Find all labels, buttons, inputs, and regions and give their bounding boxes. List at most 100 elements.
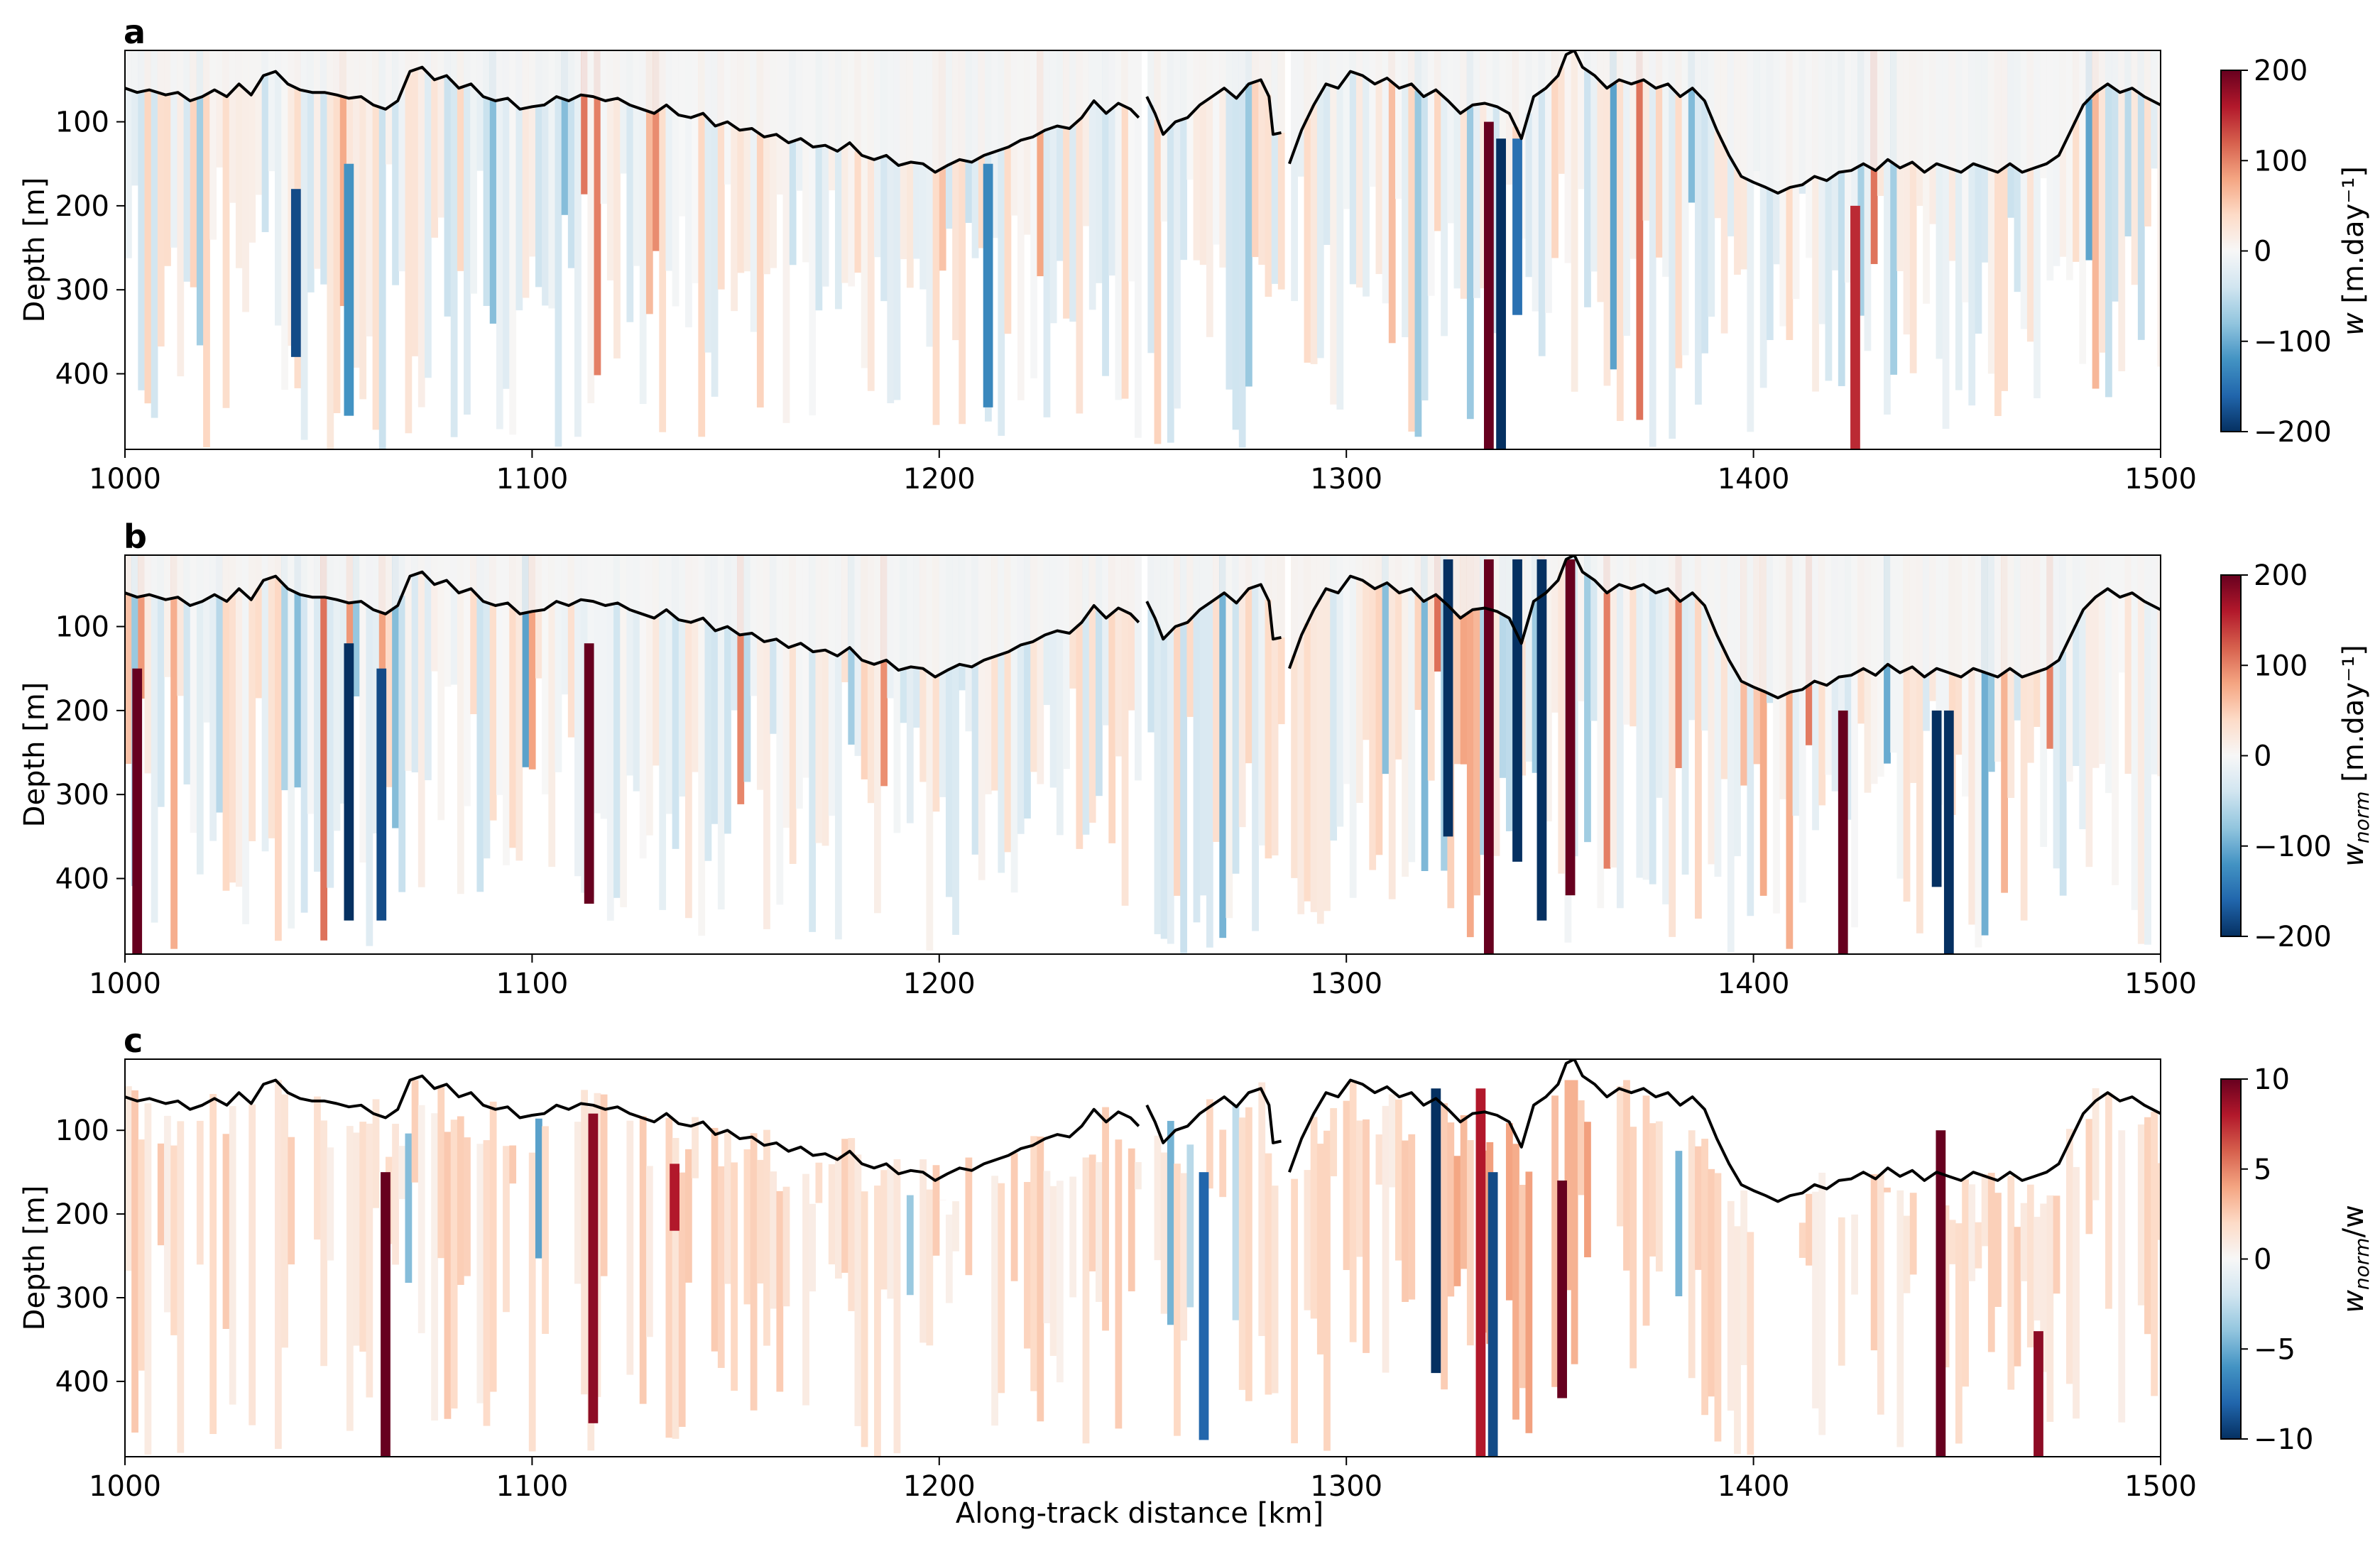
heatmap-column <box>1382 1105 1390 1373</box>
heatmap-column <box>157 555 165 807</box>
heatmap-column <box>1154 555 1162 934</box>
heatmap-column <box>639 50 647 405</box>
heatmap-column <box>945 555 953 897</box>
heatmap-column <box>1884 1187 1891 1193</box>
heatmap-column <box>327 555 334 888</box>
x-tick-label: 1300 <box>1310 1470 1382 1503</box>
heatmap-column <box>2112 555 2119 885</box>
surface-wash <box>1232 555 1240 603</box>
heatmap-column <box>2098 555 2106 765</box>
surface-wash <box>2144 50 2151 99</box>
heatmap-column <box>1427 50 1435 296</box>
surface-wash <box>678 555 686 621</box>
surface-wash <box>1343 555 1350 582</box>
heatmap-column <box>1466 1139 1474 1346</box>
surface-wash <box>1877 555 1884 672</box>
surface-wash <box>2092 50 2100 93</box>
surface-wash <box>1238 555 1246 597</box>
heatmap-column <box>1773 555 1780 914</box>
heatmap-column <box>1291 1178 1298 1444</box>
heatmap-field <box>125 50 2161 449</box>
surface-wash <box>555 50 562 97</box>
heatmap-column <box>1466 555 1474 938</box>
heatmap-column <box>235 555 243 887</box>
heatmap-column <box>1349 555 1357 898</box>
heatmap-column <box>1558 555 1566 874</box>
heatmap-column <box>2124 50 2132 237</box>
heatmap-column <box>1043 50 1051 417</box>
heatmap-column <box>1180 555 1188 953</box>
heatmap-column <box>1304 50 1311 363</box>
heatmap-column <box>1135 1162 1142 1190</box>
surface-wash <box>229 50 236 91</box>
surface-wash <box>437 555 445 583</box>
surface-wash <box>1838 50 1845 173</box>
heatmap-column <box>1551 1095 1559 1387</box>
heatmap-column <box>1382 50 1390 304</box>
heatmap-column <box>1492 555 1500 856</box>
surface-wash <box>398 50 406 92</box>
heatmap-column <box>1636 50 1644 420</box>
heatmap-column <box>998 50 1005 436</box>
heatmap-column <box>1571 50 1578 392</box>
heatmap-column <box>1981 555 1989 936</box>
heatmap-column <box>1395 50 1402 199</box>
heatmap-column <box>1675 50 1683 368</box>
surface-wash <box>138 50 146 92</box>
surface-wash <box>417 50 425 68</box>
heatmap-column <box>1408 50 1416 432</box>
surface-wash <box>789 50 797 142</box>
heatmap-column <box>314 50 321 269</box>
heatmap-column <box>561 50 569 215</box>
surface-wash <box>1486 50 1494 105</box>
heatmap-column <box>1369 50 1377 187</box>
heatmap-column <box>1010 1153 1018 1281</box>
surface-wash <box>464 50 471 86</box>
heatmap-column <box>555 555 562 772</box>
surface-wash <box>314 50 321 93</box>
surface-wash <box>2073 50 2080 121</box>
surface-wash <box>737 50 745 131</box>
surface-wash <box>261 555 269 580</box>
surface-wash <box>1558 50 1566 67</box>
surface-wash <box>392 555 399 608</box>
surface-wash <box>1923 50 1930 171</box>
heatmap-column <box>1408 1134 1416 1300</box>
surface-wash <box>1623 50 1630 82</box>
surface-wash <box>848 555 856 650</box>
surface-wash <box>1636 555 1644 586</box>
surface-wash <box>1845 50 1852 171</box>
heatmap-column <box>1981 1174 1989 1247</box>
heatmap-column <box>743 1149 751 1305</box>
surface-wash <box>867 555 875 664</box>
heatmap-column <box>157 50 165 347</box>
heatmap-column <box>1798 1222 1806 1258</box>
surface-wash <box>157 50 165 94</box>
heatmap-column <box>1206 1099 1213 1189</box>
heatmap-column <box>1630 555 1637 727</box>
surface-wash <box>1082 50 1090 112</box>
heatmap-column <box>1987 50 1995 374</box>
surface-wash <box>1128 555 1135 615</box>
heatmap-column <box>581 50 588 195</box>
heatmap-column <box>1727 1200 1735 1411</box>
heatmap-column <box>620 555 628 907</box>
heatmap-column <box>2137 555 2145 944</box>
surface-wash <box>1277 555 1285 637</box>
heatmap-column <box>1714 1173 1722 1442</box>
heatmap-column <box>1616 50 1624 422</box>
surface-wash <box>789 555 797 647</box>
surface-wash <box>555 555 562 602</box>
surface-wash <box>372 50 380 106</box>
heatmap-column <box>600 555 608 819</box>
heatmap-column <box>1160 555 1168 939</box>
heatmap-column <box>1669 555 1676 937</box>
heatmap-column <box>1512 1144 1519 1420</box>
surface-wash <box>268 555 275 578</box>
heatmap-column <box>574 555 582 877</box>
heatmap-column <box>1316 1144 1324 1354</box>
surface-wash <box>704 555 712 623</box>
heatmap-column <box>1564 1080 1572 1291</box>
heatmap-column <box>1812 50 1819 392</box>
heatmap-column <box>131 50 138 186</box>
